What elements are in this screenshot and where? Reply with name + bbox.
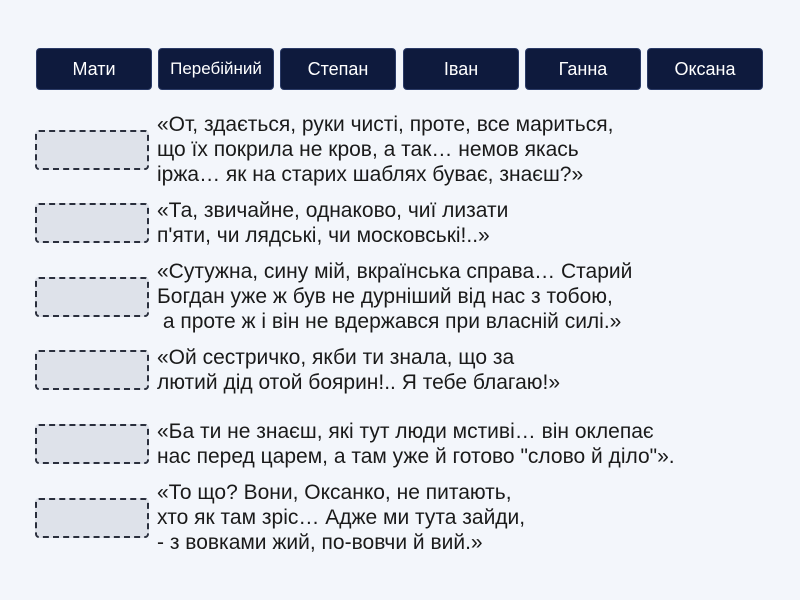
drop-zone-1[interactable] [35,130,149,170]
quote-5: «Ба ти не знаєш, які тут люди мстиві… ві… [157,420,675,468]
name-button-perebiynyi[interactable]: Перебійний [158,48,274,90]
quote-1: «От, здається, руки чисті, проте, все ма… [157,113,614,186]
drop-zone-5[interactable] [35,424,149,464]
drop-zone-4[interactable] [35,350,149,390]
name-button-stepan[interactable]: Степан [280,48,396,90]
drop-zone-3[interactable] [35,277,149,317]
quote-2: «Та, звичайне, однаково, чиї лизати п'ят… [157,199,509,247]
quote-4: «Ой сестричко, якби ти знала, що за люти… [157,346,561,394]
drop-zone-2[interactable] [35,203,149,243]
name-button-ivan[interactable]: Іван [403,48,519,90]
drop-zone-6[interactable] [35,498,149,538]
name-button-maty[interactable]: Мати [36,48,152,90]
quote-6: «То що? Вони, Оксанко, не питають, хто я… [157,481,526,554]
quote-3: «Сутужна, сину мій, вкраїнська справа… С… [157,260,633,333]
name-button-oksana[interactable]: Оксана [647,48,763,90]
name-button-hanna[interactable]: Ганна [525,48,641,90]
